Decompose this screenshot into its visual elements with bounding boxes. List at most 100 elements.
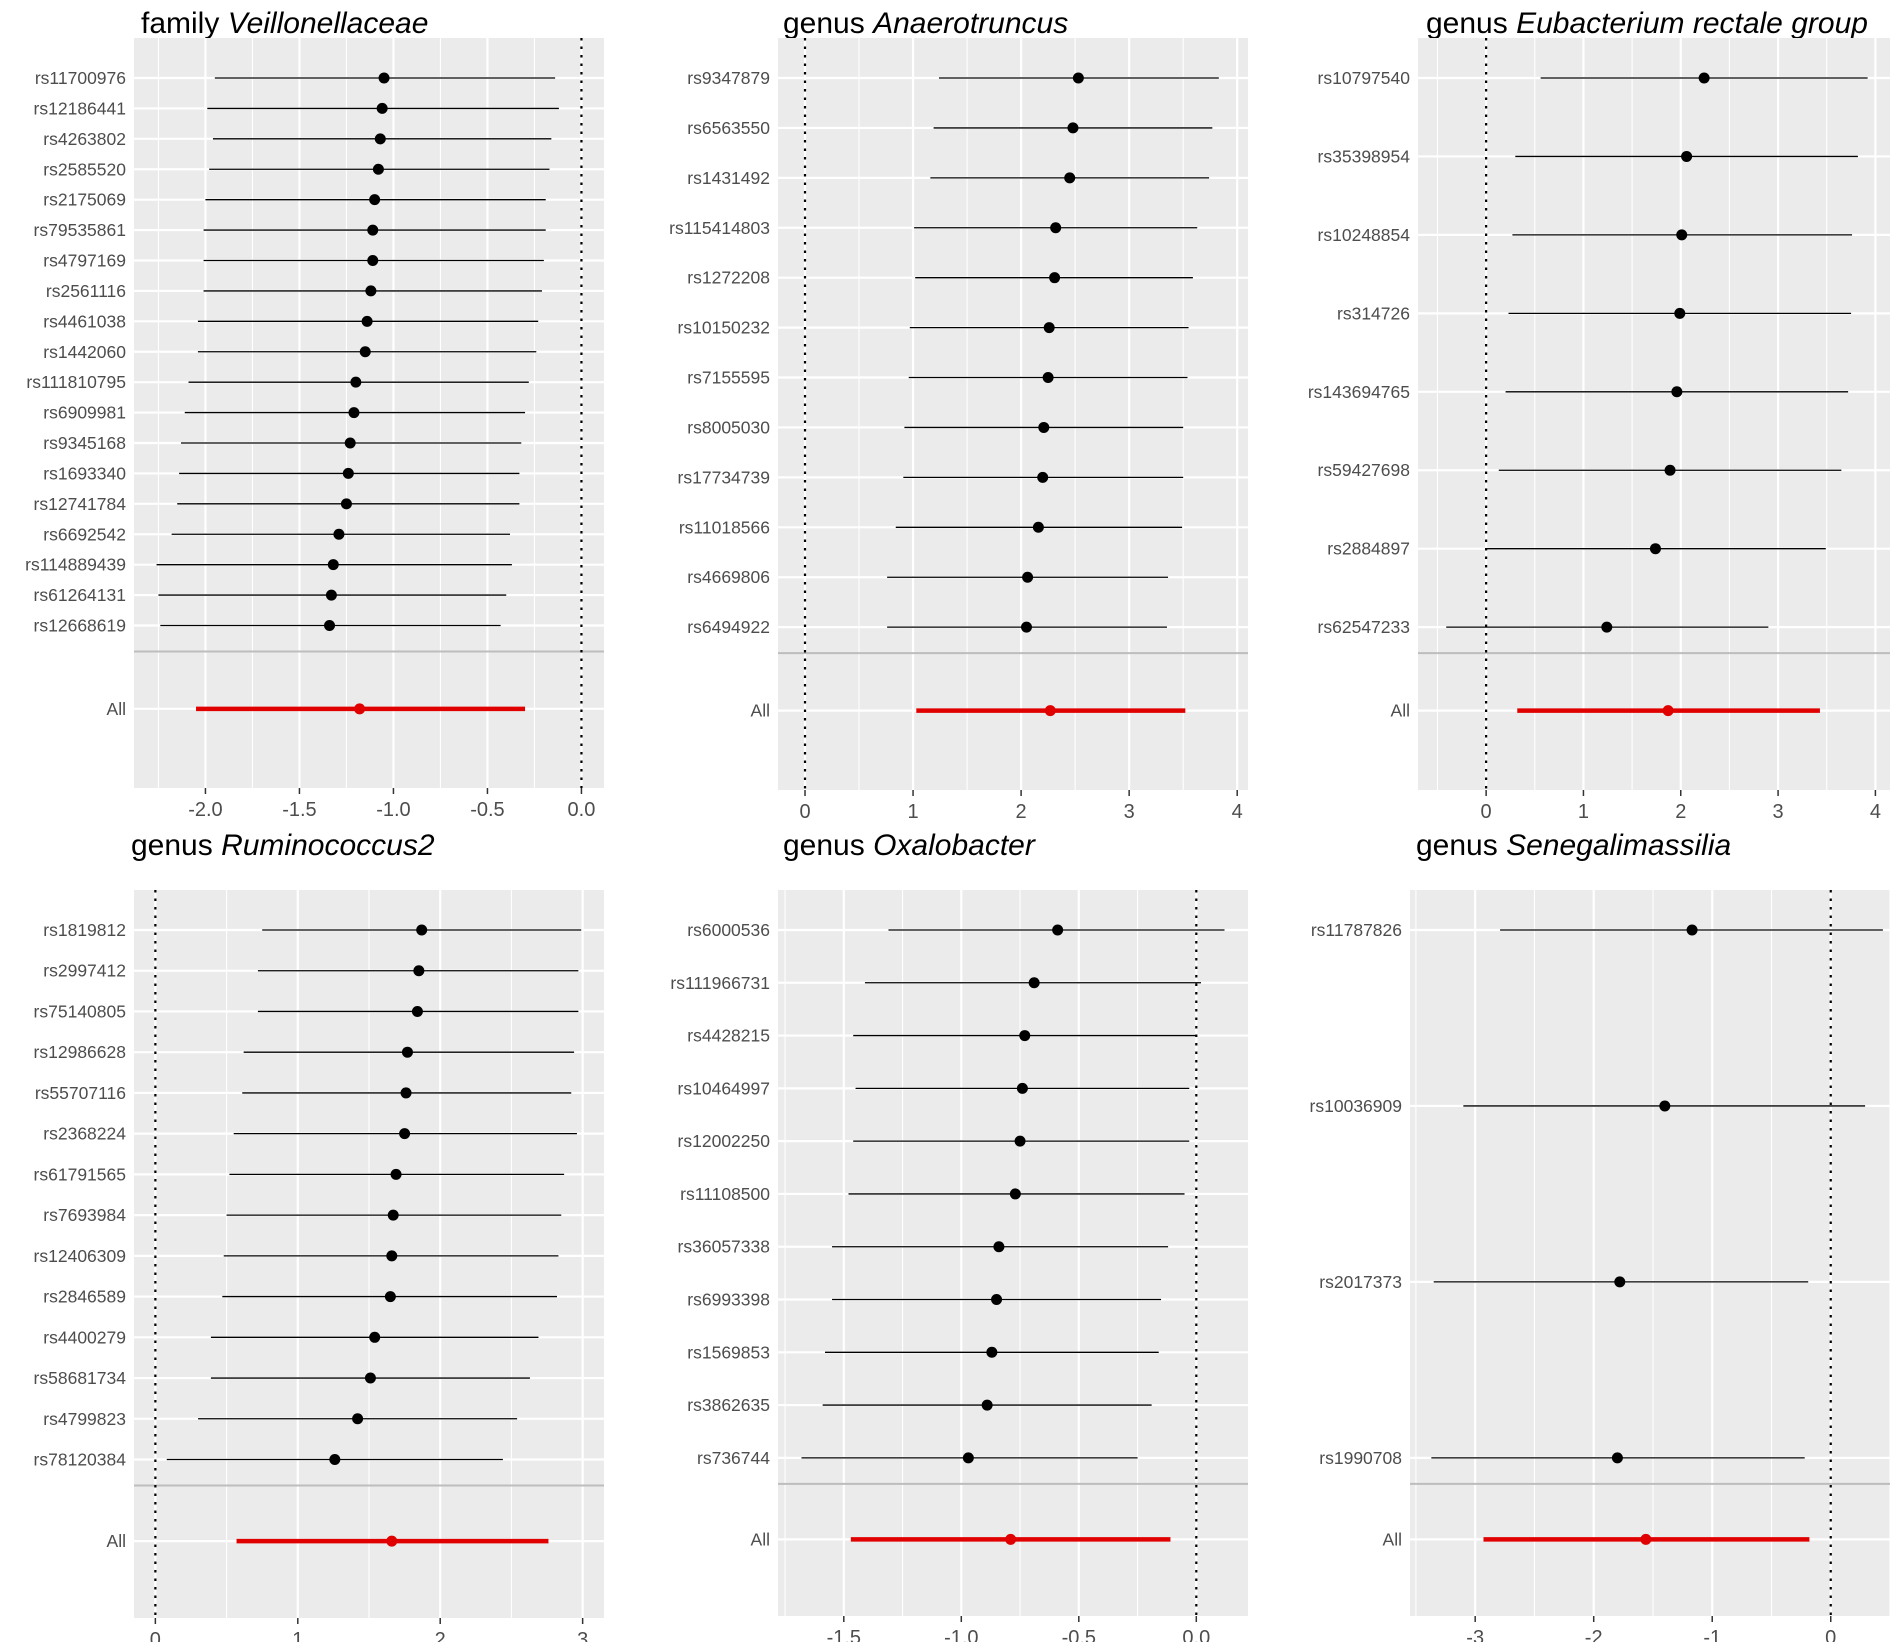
snp-estimate-point — [1686, 924, 1698, 936]
summary-estimate-point — [1662, 705, 1674, 717]
snp-label: rs1569853 — [687, 1342, 770, 1362]
snp-estimate-point — [325, 589, 337, 601]
snp-estimate-point — [367, 255, 379, 266]
x-tick-label: -1 — [1703, 1627, 1721, 1642]
snp-estimate-point — [329, 1454, 341, 1466]
summary-label: All — [107, 1531, 126, 1551]
snp-estimate-point — [1022, 571, 1034, 583]
snp-label: rs1442060 — [43, 342, 126, 362]
snp-label: rs59427698 — [1318, 460, 1410, 480]
snp-label: rs6993398 — [687, 1290, 770, 1310]
snp-estimate-point — [386, 1250, 398, 1262]
snp-label: rs314726 — [1337, 303, 1410, 323]
snp-label: rs1272208 — [687, 268, 770, 288]
x-tick-label: 3 — [1773, 801, 1784, 823]
snp-label: rs1819812 — [43, 920, 126, 940]
snp-estimate-point — [1043, 322, 1055, 334]
panel-title: family Veillonellaceae — [141, 7, 428, 40]
panel-title: genus Ruminococcus2 — [131, 829, 435, 862]
summary-label: All — [751, 701, 770, 721]
panel-title-taxon: Anaerotruncus — [871, 7, 1068, 40]
x-tick-label: 4 — [1232, 801, 1243, 823]
summary-estimate-point — [1005, 1533, 1017, 1545]
snp-label: rs12406309 — [34, 1246, 126, 1266]
x-tick-label: -1.5 — [282, 799, 316, 821]
panel-title-taxon: Ruminococcus2 — [221, 829, 435, 862]
snp-estimate-point — [1021, 621, 1033, 633]
snp-label: rs12186441 — [34, 98, 126, 118]
snp-estimate-point — [1072, 72, 1084, 84]
panel-6-senegalimassilia: genus Senegalimassilia rs11787826 rs100369… — [1310, 829, 1891, 1642]
x-tick-label: 0 — [150, 1629, 161, 1642]
snp-label: rs4400279 — [43, 1327, 126, 1347]
panel-5-oxalobacter: genus Oxalobacter rs6000536 rs111966731 rs4… — [670, 829, 1248, 1642]
x-tick-label: -2 — [1585, 1627, 1603, 1642]
snp-label: rs10464997 — [678, 1078, 770, 1098]
snp-label: rs9347879 — [687, 68, 770, 88]
snp-estimate-point — [344, 437, 356, 449]
x-tick-label: 0 — [1481, 801, 1492, 823]
snp-estimate-point — [1019, 1030, 1031, 1042]
panel-title-prefix: family — [141, 7, 228, 40]
panel-1-veillonellaceae: family Veillonellaceae rs11700976 rs121864… — [25, 7, 604, 821]
snp-label: rs7155595 — [687, 368, 770, 388]
panel-title: genus Anaerotruncus — [783, 7, 1068, 40]
snp-estimate-point — [372, 163, 384, 175]
snp-estimate-point — [333, 528, 345, 540]
snp-label: rs4428215 — [687, 1026, 770, 1046]
x-tick-label: -1.5 — [827, 1627, 861, 1642]
x-tick-label: -1.0 — [376, 799, 410, 821]
x-tick-label: 2 — [1675, 801, 1686, 823]
snp-estimate-point — [324, 620, 336, 631]
snp-estimate-point — [367, 224, 379, 236]
panel-title-prefix: genus — [1426, 7, 1516, 40]
x-tick-label: -0.5 — [1062, 1627, 1096, 1642]
snp-estimate-point — [1032, 521, 1044, 533]
snp-estimate-point — [1052, 924, 1064, 936]
snp-label: rs2561116 — [46, 281, 126, 301]
x-tick-label: -3 — [1466, 1627, 1484, 1642]
snp-label: rs61264131 — [34, 585, 126, 605]
snp-label: rs6563550 — [687, 118, 770, 138]
x-tick-label: 0 — [1825, 1627, 1836, 1642]
panel-title-taxon: Eubacterium rectale group — [1516, 7, 1868, 40]
snp-estimate-point — [991, 1294, 1003, 1306]
snp-estimate-point — [327, 559, 339, 571]
snp-estimate-point — [1037, 471, 1049, 483]
snp-label: rs111810795 — [26, 372, 126, 392]
snp-label: rs75140805 — [34, 1001, 126, 1021]
x-tick-label: 1 — [907, 801, 918, 823]
snp-estimate-point — [1601, 621, 1613, 633]
snp-label: rs114889439 — [25, 555, 126, 575]
snp-label: rs4461038 — [43, 311, 126, 331]
panel-title-taxon: Veillonellaceae — [228, 7, 429, 40]
snp-label: rs4797169 — [43, 251, 126, 271]
snp-estimate-point — [369, 1331, 381, 1343]
snp-estimate-point — [413, 965, 425, 977]
snp-label: rs2846589 — [43, 1287, 126, 1307]
panel-3-eubacterium-rectale-group: genus Eubacterium rectale group rs1079754… — [1308, 7, 1890, 823]
summary-estimate-point — [386, 1535, 398, 1547]
summary-estimate-point — [1044, 705, 1056, 717]
snp-estimate-point — [1681, 150, 1693, 162]
snp-label: rs6494922 — [687, 617, 770, 637]
snp-label: rs6692542 — [43, 524, 126, 544]
snp-label: rs10797540 — [1318, 68, 1411, 88]
snp-label: rs58681734 — [34, 1368, 127, 1388]
snp-label: rs1693340 — [43, 463, 126, 483]
x-tick-label: 3 — [577, 1629, 588, 1642]
x-tick-label: 1 — [1578, 801, 1589, 823]
snp-label: rs2175069 — [43, 190, 126, 210]
snp-label: rs12002250 — [678, 1131, 771, 1151]
snp-estimate-point — [1014, 1135, 1026, 1147]
snp-estimate-point — [401, 1046, 413, 1058]
x-tick-label: 4 — [1870, 801, 1881, 823]
snp-label: rs4669806 — [687, 567, 770, 587]
x-tick-label: 3 — [1124, 801, 1135, 823]
snp-estimate-point — [352, 1413, 364, 1425]
snp-label: rs36057338 — [678, 1237, 770, 1257]
panel-title-prefix: genus — [131, 829, 221, 862]
snp-label: rs17734739 — [678, 467, 770, 487]
snp-estimate-point — [1611, 1452, 1623, 1464]
snp-estimate-point — [1649, 543, 1661, 555]
